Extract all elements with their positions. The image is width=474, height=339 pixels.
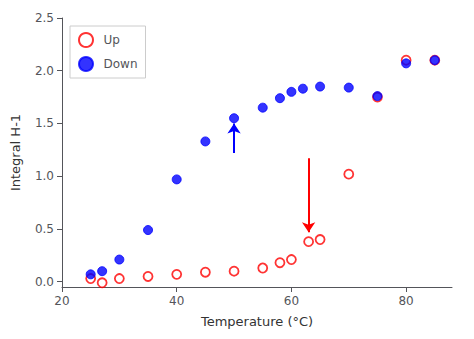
svg-text:0.5: 0.5	[35, 222, 54, 236]
svg-text:20: 20	[54, 294, 69, 308]
svg-text:40: 40	[169, 294, 184, 308]
svg-text:Up: Up	[104, 33, 120, 47]
svg-text:2.5: 2.5	[35, 11, 54, 25]
svg-text:0.0: 0.0	[35, 275, 54, 289]
svg-text:Integral H-1: Integral H-1	[8, 114, 23, 191]
svg-text:Down: Down	[104, 57, 138, 71]
svg-text:1.5: 1.5	[35, 116, 54, 130]
svg-text:Temperature (°C): Temperature (°C)	[200, 314, 313, 329]
svg-text:80: 80	[398, 294, 413, 308]
svg-text:60: 60	[284, 294, 299, 308]
svg-text:1.0: 1.0	[35, 169, 54, 183]
svg-text:2.0: 2.0	[35, 64, 54, 78]
